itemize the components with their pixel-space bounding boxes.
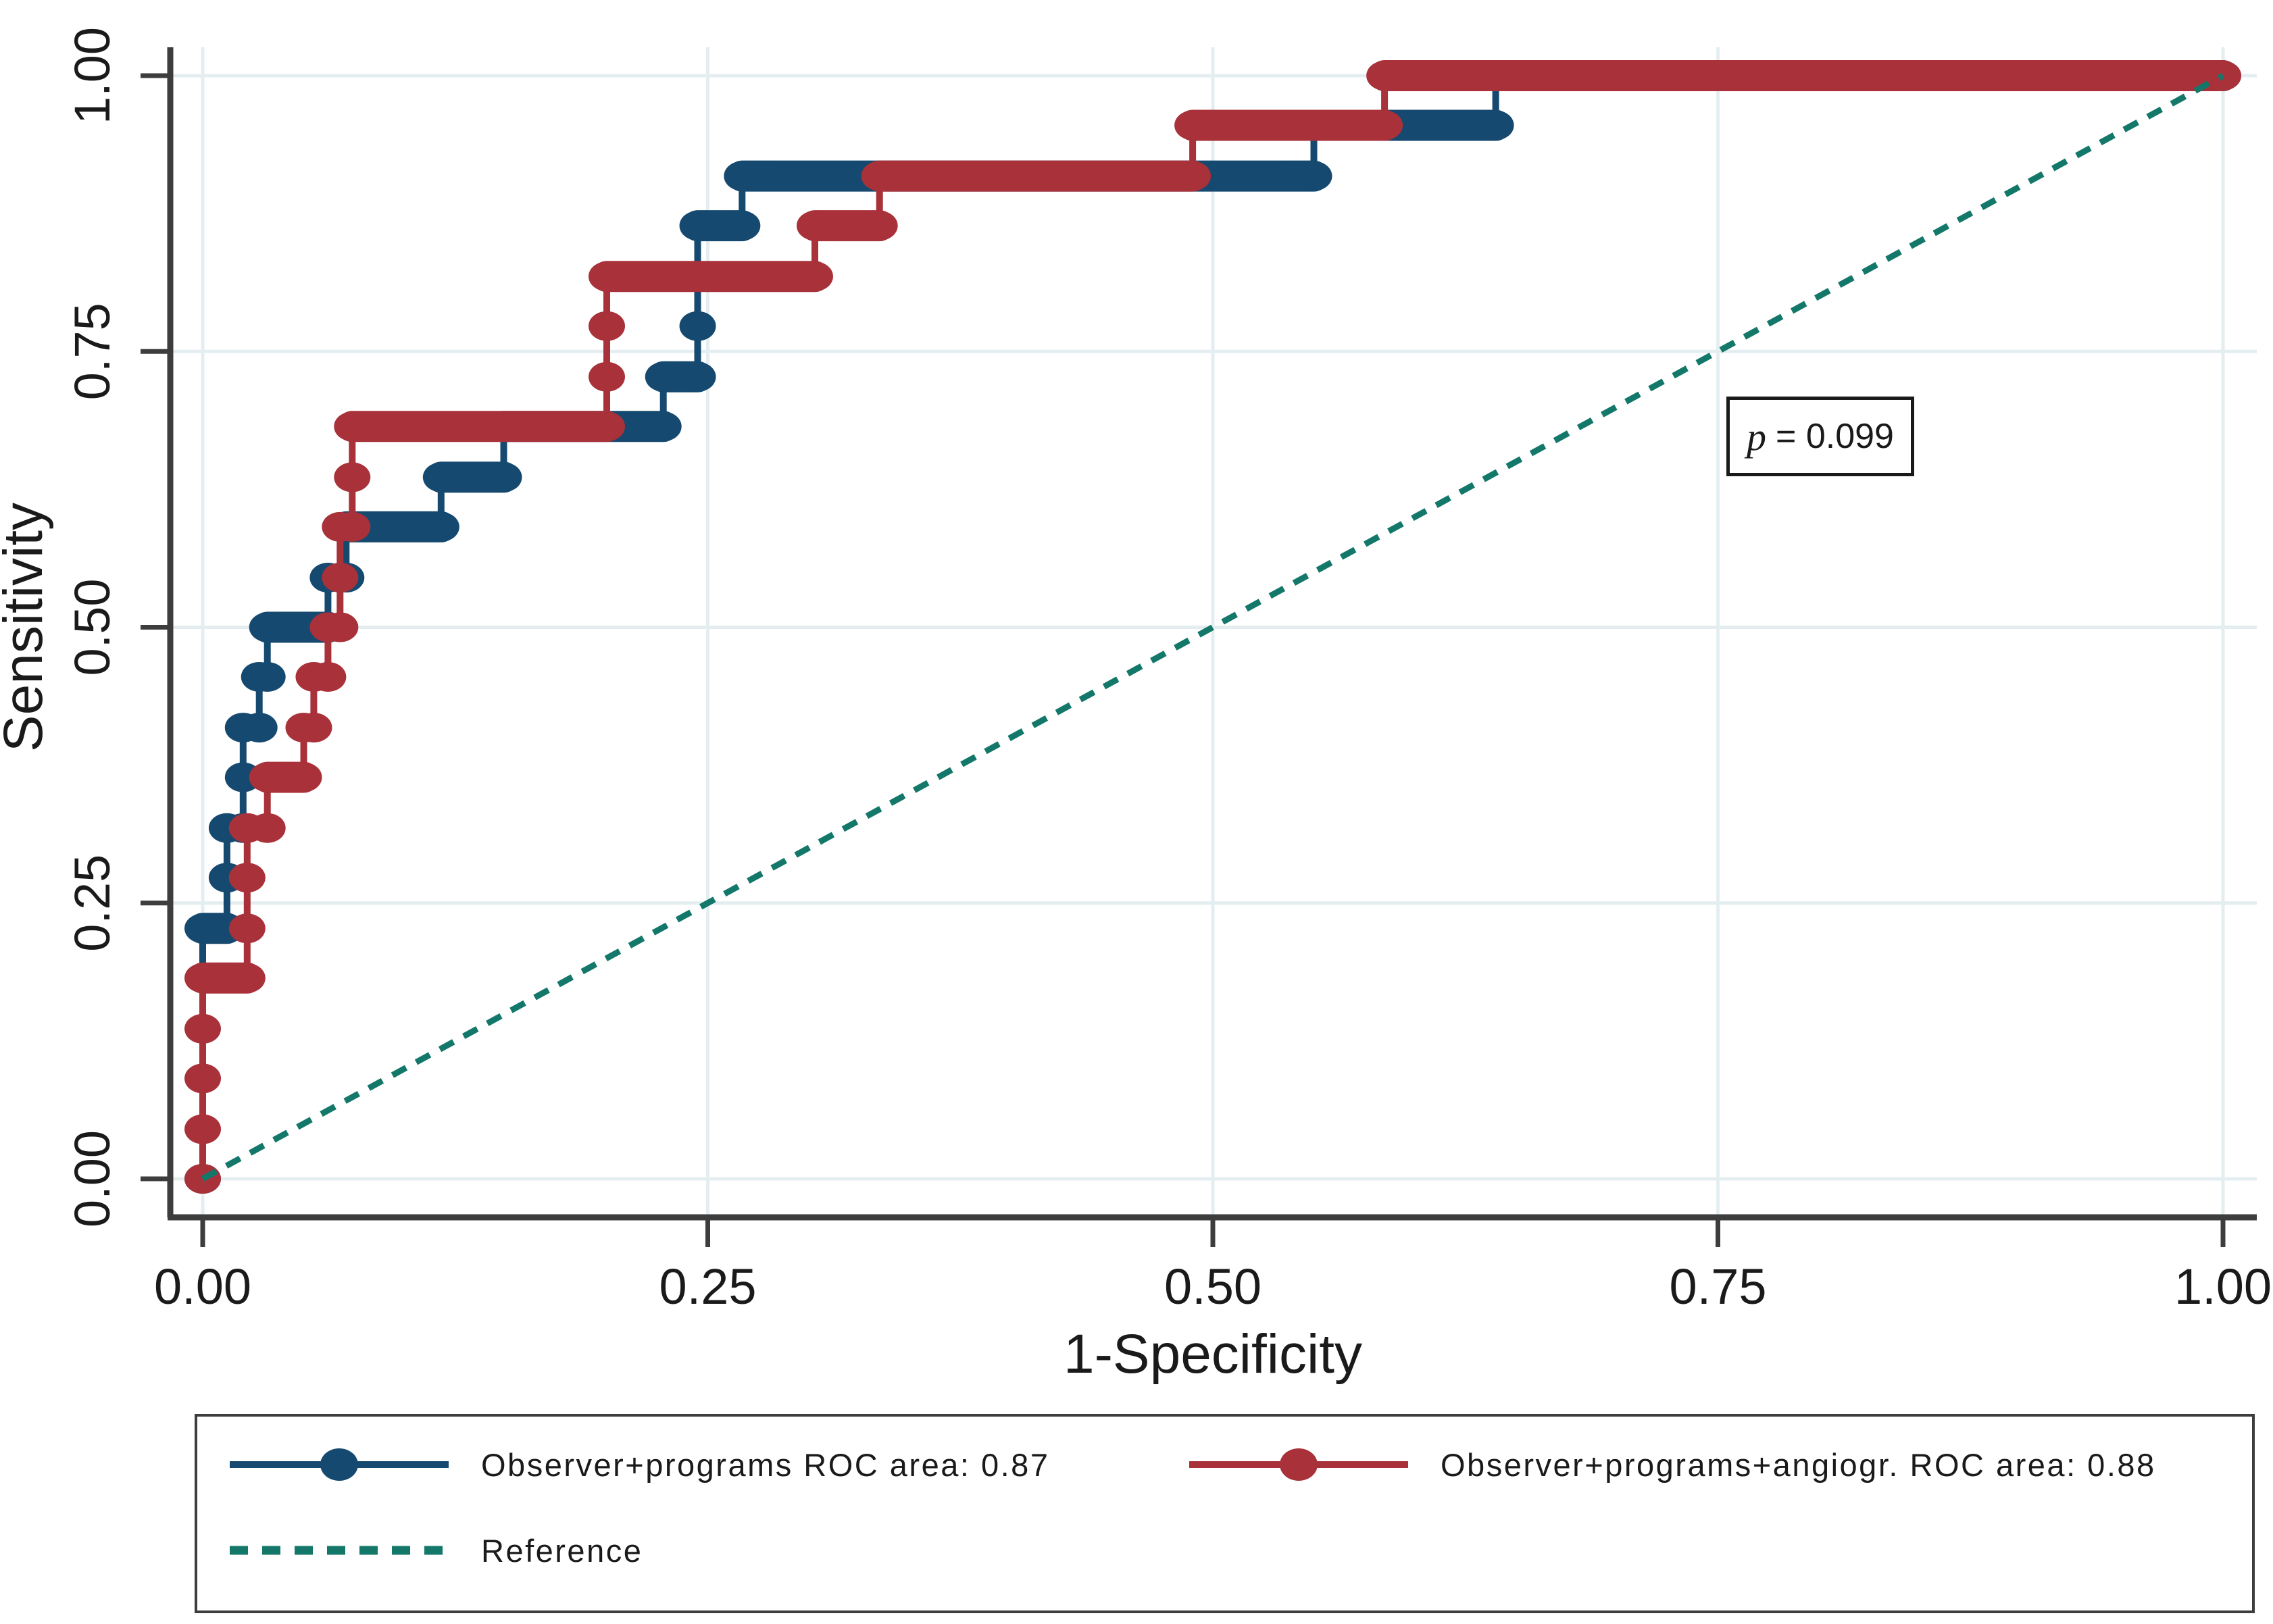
legend-dashed-line-icon [230, 1546, 449, 1555]
y-axis-ticks: 0.00 0.25 0.50 0.75 1.00 [64, 27, 170, 1227]
svg-text:0.00: 0.00 [64, 1130, 120, 1227]
svg-text:0.50: 0.50 [64, 578, 120, 676]
legend: Observer+programs ROC area: 0.87 Observe… [195, 1414, 2255, 1613]
legend-label: Reference [481, 1532, 643, 1569]
p-value-text: = 0.099 [1776, 417, 1894, 456]
svg-text:0.00: 0.00 [154, 1259, 251, 1315]
legend-entry-observer-programs: Observer+programs ROC area: 0.87 [226, 1444, 1049, 1486]
svg-text:0.75: 0.75 [64, 303, 120, 400]
legend-entry-reference: Reference [226, 1529, 643, 1571]
legend-line-marker-icon [1189, 1448, 1408, 1481]
legend-entry-observer-programs-angiogr: Observer+programs+angiogr. ROC area: 0.8… [1185, 1444, 2156, 1486]
p-value-symbol: p [1747, 414, 1767, 459]
legend-label: Observer+programs ROC area: 0.87 [481, 1446, 1050, 1483]
axis-titles: 1-Specificity Sensitivity [0, 503, 1362, 1385]
x-axis-ticks: 0.00 0.25 0.50 0.75 1.00 [154, 1217, 2272, 1315]
legend-line-marker-icon [230, 1448, 449, 1481]
p-value-annotation: p = 0.099 [1726, 397, 1914, 476]
svg-text:0.50: 0.50 [1164, 1259, 1262, 1315]
svg-text:1.00: 1.00 [2174, 1259, 2272, 1315]
legend-label: Observer+programs+angiogr. ROC area: 0.8… [1441, 1446, 2156, 1483]
series-3 [201, 73, 2225, 1182]
svg-text:0.25: 0.25 [64, 855, 120, 952]
svg-text:0.75: 0.75 [1669, 1259, 1766, 1315]
y-axis-title: Sensitivity [0, 503, 54, 752]
svg-text:0.25: 0.25 [659, 1259, 756, 1315]
gridlines [170, 47, 2257, 1217]
x-axis-title: 1-Specificity [1064, 1323, 1362, 1385]
series-2 [184, 60, 2241, 1194]
svg-text:1.00: 1.00 [64, 27, 120, 124]
